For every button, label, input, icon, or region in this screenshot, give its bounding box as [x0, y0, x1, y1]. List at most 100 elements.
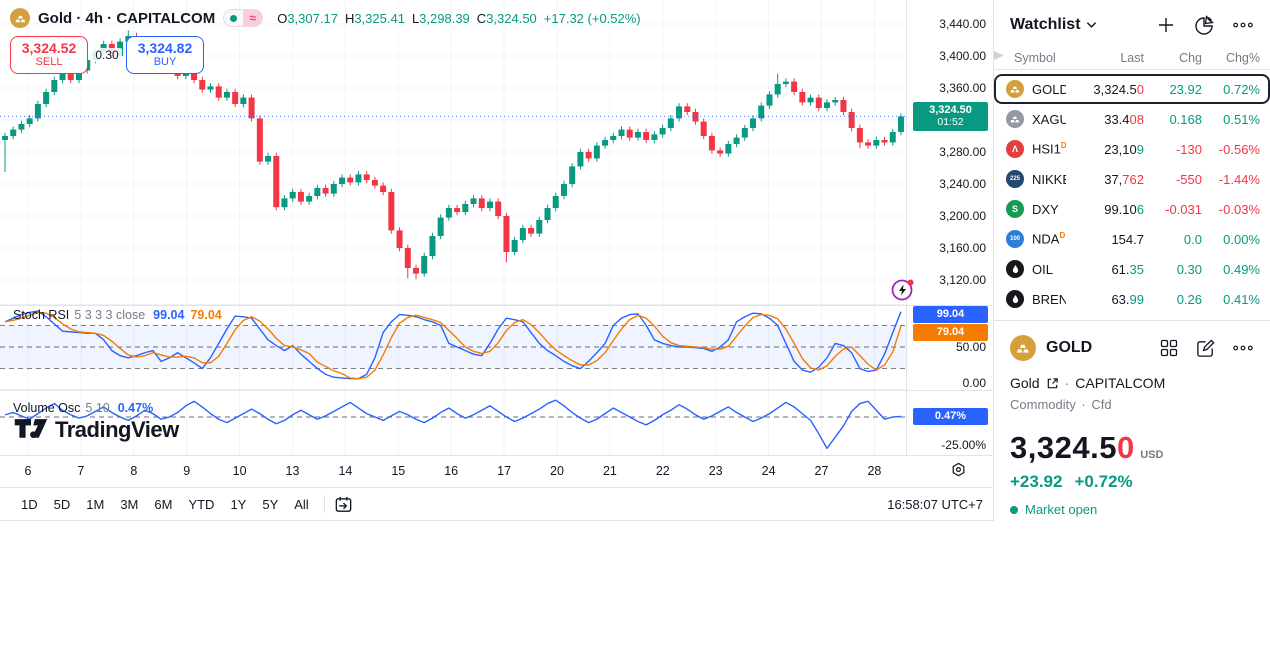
- time-axis-label: 15: [391, 464, 406, 478]
- trade-buttons: 3,324.52 SELL 0.30 3,324.82 BUY: [10, 36, 204, 74]
- watchlist-panel: Watchlist: [993, 0, 1270, 521]
- pane-separator[interactable]: [0, 390, 993, 391]
- gold-icon: [1006, 80, 1024, 98]
- market-open-dot-icon: [224, 10, 244, 26]
- range-button-ytd[interactable]: YTD: [188, 496, 215, 512]
- stoch-level-label: 50.00: [955, 340, 986, 354]
- watchlist-row-nda[interactable]: 100 NDAD 154.7 0.0 0.00%: [994, 224, 1270, 254]
- change-percent: 0.51%: [1223, 111, 1260, 127]
- tradingview-logo[interactable]: TradingView: [14, 417, 179, 443]
- column-chg[interactable]: Chg: [1179, 50, 1202, 65]
- watchlist-row-hsi1[interactable]: Λ HSI1D 23,109 -130 -0.56%: [994, 134, 1270, 164]
- range-button-3m[interactable]: 3M: [120, 496, 139, 512]
- nda-icon: 100: [1006, 230, 1024, 248]
- price-axis-label: 3,360.00: [939, 81, 986, 95]
- external-link-icon[interactable]: [1046, 377, 1059, 390]
- watchlist-column-header: Symbol Last Chg Chg%: [994, 46, 1270, 70]
- symbol-name: BRENT: [1032, 291, 1066, 307]
- watchlist-row-nikke[interactable]: 225 NIKKE 37,762 -550 -1.44%: [994, 164, 1270, 194]
- detail-exchange: CAPITALCOM: [1075, 375, 1166, 391]
- sell-button[interactable]: 3,324.52 SELL: [10, 36, 88, 74]
- buy-button[interactable]: 3,324.82 BUY: [126, 36, 204, 74]
- range-button-all[interactable]: All: [294, 496, 309, 512]
- range-button-5d[interactable]: 5D: [53, 496, 71, 512]
- grid-layout-icon[interactable]: [1159, 338, 1179, 358]
- flash-trade-icon[interactable]: [891, 278, 915, 302]
- change-value: 0.168: [1169, 111, 1202, 127]
- stoch-rsi-label[interactable]: Stoch RSI 5 3 3 3 close 99.04 79.04: [13, 308, 222, 322]
- watchlist-row-oil[interactable]: OIL 61.35 0.30 0.49%: [994, 254, 1270, 284]
- watchlist-row-xagu[interactable]: XAGU 33.408 0.168 0.51%: [994, 104, 1270, 134]
- range-button-6m[interactable]: 6M: [154, 496, 173, 512]
- stoch-d-badge: 79.04: [913, 324, 988, 341]
- column-last[interactable]: Last: [1120, 50, 1144, 65]
- change-percent: -0.56%: [1218, 141, 1260, 157]
- last-price: 37,762: [1104, 171, 1144, 187]
- change-value: 0.30: [1176, 261, 1202, 277]
- price-axis-label: 3,160.00: [939, 241, 986, 255]
- oil-icon: [1006, 260, 1024, 278]
- time-axis[interactable]: 6 7 8 9 10 13 14 15 16 17 20 21 22 23 24 27 28: [0, 455, 993, 487]
- symbol-header: Gold · 4h · CAPITALCOM ≈ O3,307.17 H3,32…: [10, 8, 641, 28]
- stoch-level-label: 0.00: [962, 376, 986, 390]
- price-axis[interactable]: 3,324.50 01:52 99.04 79.04 50.00 0.00 0.…: [906, 0, 993, 455]
- stoch-k-badge: 99.04: [913, 306, 988, 323]
- more-options-icon[interactable]: [1232, 343, 1254, 353]
- chevron-down-icon: [1086, 22, 1096, 28]
- detail-symbol-link[interactable]: Gold: [1010, 375, 1040, 391]
- last-price: 99.106: [1104, 201, 1144, 217]
- detail-instrument-type: Commodity · Cfd: [1010, 397, 1112, 412]
- time-axis-label: 8: [130, 464, 138, 478]
- range-button-1m[interactable]: 1M: [86, 496, 105, 512]
- time-axis-label: 6: [24, 464, 32, 478]
- watchlist-row-dxy[interactable]: S DXY 99.106 -0.031 -0.03%: [994, 194, 1270, 224]
- candlestick-chart[interactable]: [0, 0, 906, 455]
- delayed-data-flag: D: [1060, 141, 1066, 151]
- range-button-5y[interactable]: 5Y: [262, 496, 279, 512]
- range-button-1d[interactable]: 1D: [21, 496, 38, 512]
- time-axis-label: 17: [497, 464, 512, 478]
- delayed-data-flag: D: [1059, 231, 1066, 241]
- time-axis-label: 10: [232, 464, 247, 478]
- time-axis-label: 16: [444, 464, 459, 478]
- pie-chart-icon[interactable]: [1193, 14, 1215, 36]
- symbol-name: OIL: [1032, 261, 1053, 277]
- column-chg-pct[interactable]: Chg%: [1225, 50, 1260, 65]
- detail-symbol-name: GOLD: [1046, 339, 1093, 356]
- toolbar-divider: [323, 495, 325, 513]
- last-price-badge: 3,324.50 01:52: [913, 102, 988, 132]
- pane-separator[interactable]: [0, 305, 993, 306]
- add-symbol-icon[interactable]: [1156, 15, 1176, 35]
- watchlist-row-brent[interactable]: BRENT 63.99 0.26 0.41%: [994, 284, 1270, 314]
- market-status-pill[interactable]: ≈: [223, 9, 264, 27]
- change-percent: 0.49%: [1223, 261, 1260, 277]
- tradingview-logo-text: TradingView: [55, 417, 179, 442]
- column-symbol[interactable]: Symbol: [1014, 50, 1056, 65]
- time-axis-label: 22: [655, 464, 670, 478]
- watchlist-row-gold[interactable]: GOLD 3,324.50 23.92 0.72%: [994, 74, 1270, 104]
- more-options-icon[interactable]: [1232, 20, 1254, 30]
- panel-divider: [994, 320, 1270, 321]
- edit-note-icon[interactable]: [1195, 338, 1216, 359]
- dxy-icon: S: [1006, 200, 1024, 218]
- change-value: 23.92: [1169, 81, 1202, 97]
- flag-column-icon[interactable]: [994, 50, 1008, 65]
- clock-timezone[interactable]: 16:58:07 UTC+7: [887, 496, 983, 512]
- symbol-title[interactable]: Gold · 4h · CAPITALCOM: [38, 9, 216, 27]
- chart-canvas[interactable]: [0, 0, 906, 455]
- bottom-toolbar: 1D 5D 1M 3M 6M YTD 1Y 5Y All 16:58:07 UTC+7: [0, 487, 993, 520]
- price-axis-label: 3,280.00: [939, 145, 986, 159]
- gold-icon: [1010, 335, 1036, 361]
- time-axis-label: 23: [708, 464, 723, 478]
- range-button-1y[interactable]: 1Y: [230, 496, 247, 512]
- chart-section: Gold · 4h · CAPITALCOM ≈ O3,307.17 H3,32…: [0, 0, 993, 520]
- change-percent: -1.44%: [1218, 171, 1260, 187]
- time-axis-label: 21: [602, 464, 617, 478]
- volume-osc-label[interactable]: Volume Osc 5 10 0.47%: [13, 401, 154, 415]
- time-axis-settings-icon[interactable]: [950, 462, 967, 479]
- change-value: -0.031: [1165, 201, 1202, 217]
- go-to-date-icon[interactable]: [333, 494, 354, 515]
- last-price: 33.408: [1104, 111, 1144, 127]
- watchlist-title[interactable]: Watchlist: [1010, 16, 1097, 34]
- last-price: 63.99: [1111, 291, 1144, 307]
